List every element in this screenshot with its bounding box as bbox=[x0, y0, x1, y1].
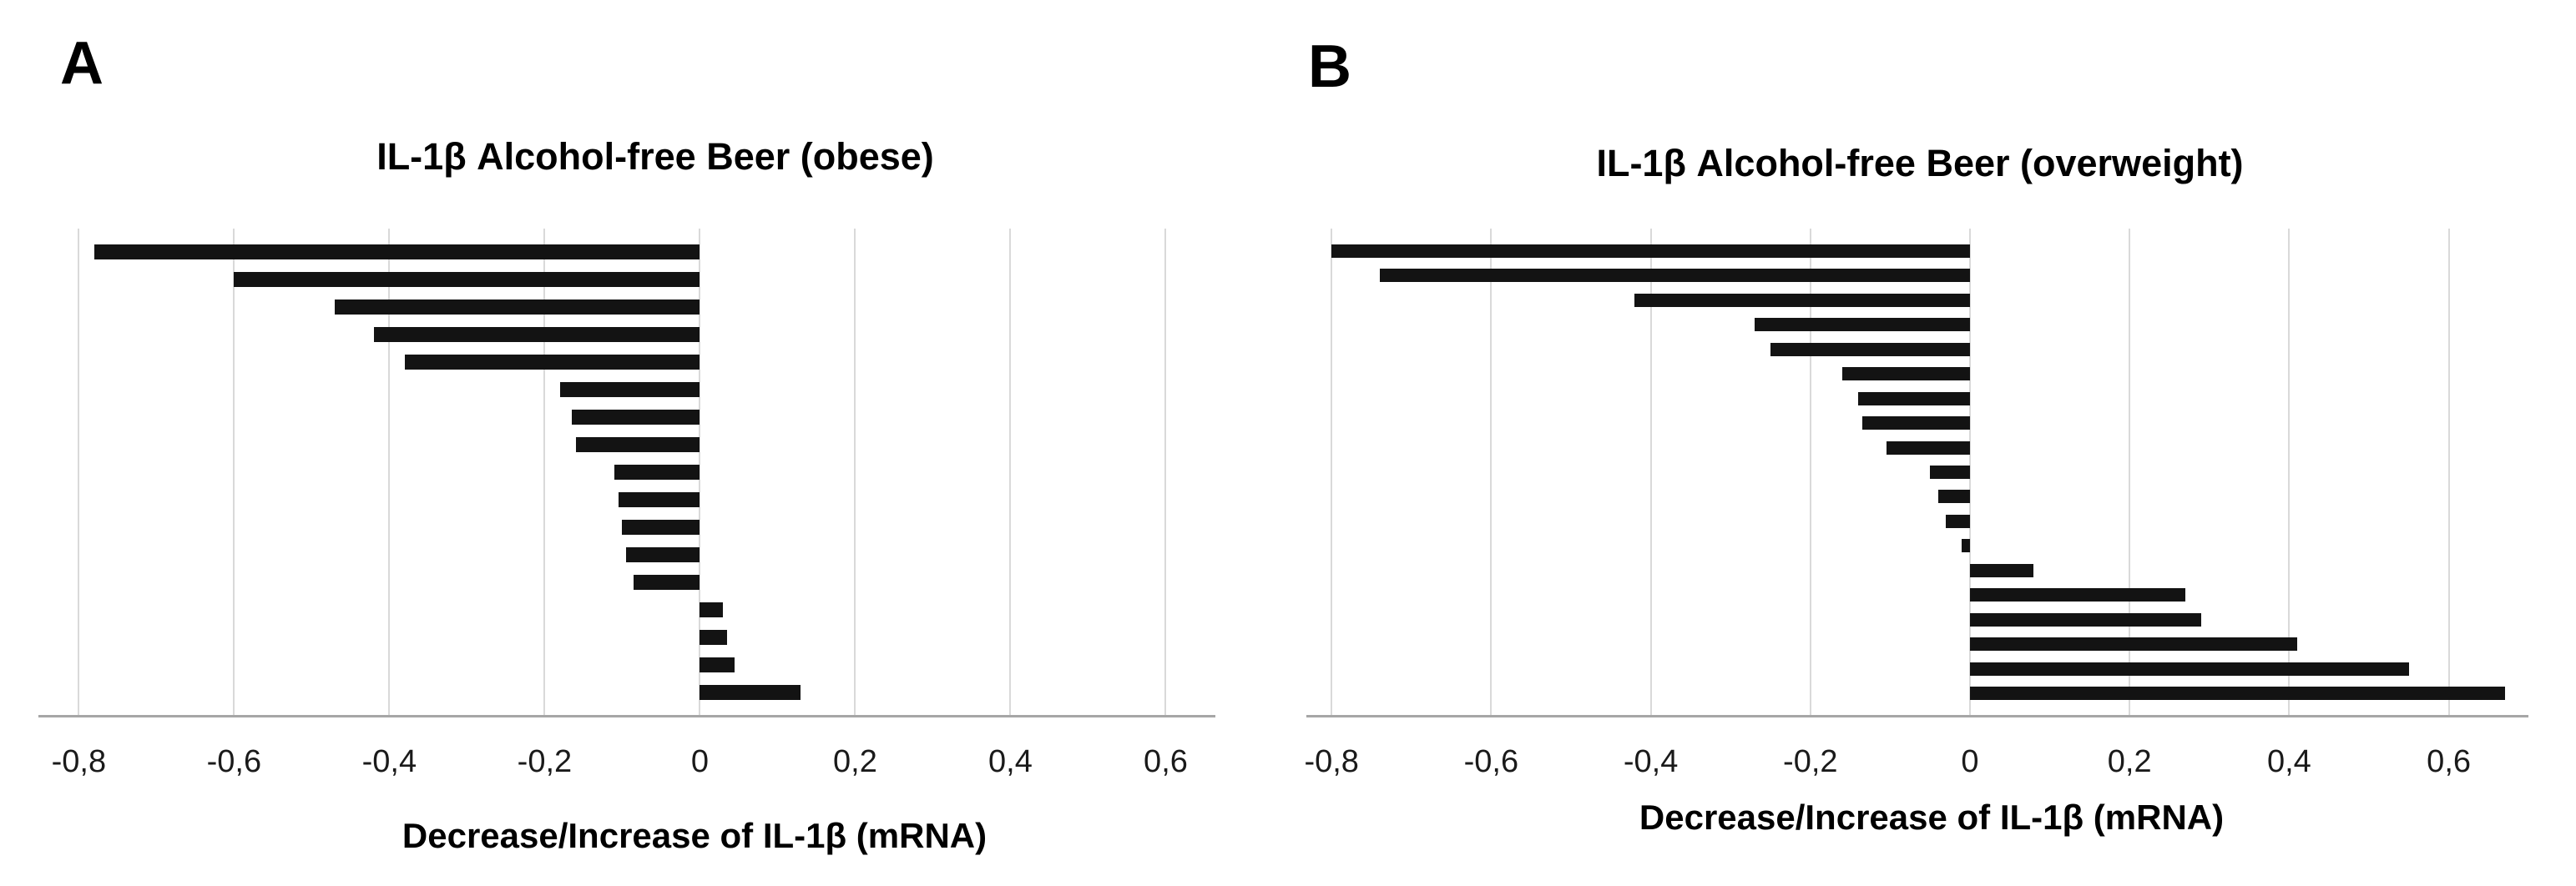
bar bbox=[1969, 612, 2202, 627]
bar bbox=[1930, 466, 1970, 479]
bar bbox=[626, 546, 700, 562]
x-tick-label: -0,6 bbox=[1463, 744, 1519, 779]
vertical-gridline bbox=[2129, 229, 2131, 716]
x-tick-label: 0,2 bbox=[833, 744, 877, 779]
vertical-gridline bbox=[233, 229, 235, 716]
vertical-gridline bbox=[1331, 229, 1333, 716]
bar bbox=[93, 244, 700, 260]
x-tick-label: 0 bbox=[1961, 744, 1979, 779]
bar bbox=[1969, 687, 2505, 701]
x-tick-label: -0,2 bbox=[517, 744, 573, 779]
x-axis-line bbox=[1306, 715, 2529, 717]
bar bbox=[1969, 563, 2034, 577]
bar bbox=[1842, 367, 1970, 381]
panel-B: B IL-1β Alcohol-free Beer (overweight) -… bbox=[1288, 0, 2576, 886]
bar bbox=[373, 327, 700, 343]
bar bbox=[700, 602, 724, 617]
panel-label-A: A bbox=[60, 30, 104, 97]
bar bbox=[700, 629, 727, 645]
vertical-gridline bbox=[1164, 229, 1167, 716]
bar bbox=[1969, 588, 2186, 602]
bar bbox=[1331, 244, 1970, 258]
x-tick-label: -0,6 bbox=[206, 744, 262, 779]
bar bbox=[1886, 440, 1970, 455]
chart-title-B: IL-1β Alcohol-free Beer (overweight) bbox=[1596, 142, 2244, 184]
x-tick-label: 0,2 bbox=[2107, 744, 2152, 779]
bar bbox=[700, 657, 735, 672]
bar bbox=[618, 491, 700, 507]
bar bbox=[1858, 391, 1970, 405]
bar bbox=[1861, 416, 1970, 430]
vertical-gridline bbox=[2447, 229, 2450, 716]
vertical-gridline bbox=[1009, 229, 1012, 716]
vertical-gridline bbox=[1649, 229, 1652, 716]
bar bbox=[1962, 539, 1970, 553]
plot-area-B bbox=[1306, 229, 2529, 717]
x-tick-label: 0,6 bbox=[1144, 744, 1188, 779]
bar bbox=[622, 519, 700, 535]
bar bbox=[571, 410, 700, 425]
bar bbox=[1770, 342, 1970, 356]
bar bbox=[614, 465, 700, 480]
vertical-gridline bbox=[388, 229, 391, 716]
vertical-gridline bbox=[543, 229, 546, 716]
x-tick-label: 0 bbox=[690, 744, 709, 779]
x-tick-label: 0,6 bbox=[2427, 744, 2472, 779]
vertical-gridline bbox=[78, 229, 80, 716]
bar bbox=[575, 437, 700, 453]
bar bbox=[560, 382, 700, 398]
x-tick-label: 0,4 bbox=[2266, 744, 2311, 779]
bar bbox=[1969, 662, 2409, 676]
x-tick-label: -0,8 bbox=[51, 744, 107, 779]
panel-A: A IL-1β Alcohol-free Beer (obese) -0,8 -0… bbox=[0, 30, 1288, 855]
vertical-gridline bbox=[1968, 229, 1971, 716]
bar bbox=[335, 300, 700, 315]
x-axis-tick-row-A: -0,8 -0,6 -0,4 -0,2 0 0,2 0,4 0,6 bbox=[0, 746, 1288, 788]
x-tick-label: -0,4 bbox=[1623, 744, 1679, 779]
bar bbox=[634, 574, 700, 590]
vertical-gridline bbox=[854, 229, 856, 716]
bar bbox=[700, 684, 801, 700]
bar bbox=[1379, 269, 1970, 283]
x-tick-label: -0,4 bbox=[361, 744, 417, 779]
x-tick-label: -0,2 bbox=[1783, 744, 1838, 779]
bar bbox=[1754, 318, 1970, 332]
x-tick-label: 0,4 bbox=[988, 744, 1033, 779]
x-tick-label: -0,8 bbox=[1304, 744, 1359, 779]
vertical-gridline bbox=[1809, 229, 1811, 716]
bar bbox=[234, 272, 700, 288]
x-axis-tick-row-B: -0,8 -0,6 -0,4 -0,2 0 0,2 0,4 0,6 bbox=[1288, 746, 2576, 788]
plot-area-A bbox=[38, 229, 1215, 717]
bar bbox=[1634, 293, 1970, 307]
x-axis-line bbox=[38, 715, 1215, 717]
bar bbox=[1937, 490, 1970, 504]
bar bbox=[1969, 637, 2297, 652]
bar bbox=[1946, 514, 1970, 528]
panel-label-B: B bbox=[1308, 33, 1351, 100]
vertical-gridline bbox=[1490, 229, 1493, 716]
chart-title-A: IL-1β Alcohol-free Beer (obese) bbox=[376, 135, 934, 178]
x-axis-title-A: Decrease/Increase of IL-1β (mRNA) bbox=[402, 816, 987, 855]
bar bbox=[404, 355, 700, 370]
vertical-gridline bbox=[2288, 229, 2291, 716]
vertical-gridline bbox=[699, 229, 701, 716]
x-axis-title-B: Decrease/Increase of IL-1β (mRNA) bbox=[1639, 798, 2225, 837]
